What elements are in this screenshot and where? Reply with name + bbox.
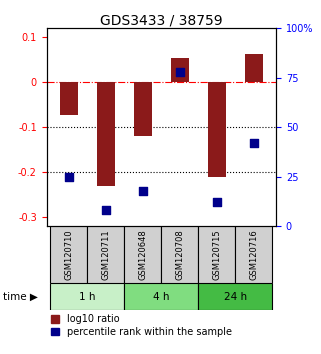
Text: time ▶: time ▶ <box>3 291 38 302</box>
Bar <box>235 226 272 284</box>
Bar <box>50 226 87 284</box>
Bar <box>50 284 124 309</box>
Text: GSM120710: GSM120710 <box>64 229 73 280</box>
Bar <box>198 226 235 284</box>
Point <box>66 174 71 179</box>
Point <box>140 188 145 193</box>
Bar <box>208 82 226 177</box>
Bar <box>245 54 263 82</box>
Legend: log10 ratio, percentile rank within the sample: log10 ratio, percentile rank within the … <box>51 314 232 337</box>
Text: GSM120716: GSM120716 <box>249 229 258 280</box>
Bar <box>170 58 189 82</box>
Text: GSM120715: GSM120715 <box>212 229 221 280</box>
Bar <box>97 82 115 186</box>
Bar <box>59 82 78 115</box>
Text: 4 h: 4 h <box>153 291 169 302</box>
Point <box>103 207 108 213</box>
Point <box>177 69 182 75</box>
Text: 1 h: 1 h <box>79 291 96 302</box>
Bar <box>87 226 124 284</box>
Text: GSM120648: GSM120648 <box>138 229 147 280</box>
Bar <box>124 226 161 284</box>
Bar <box>124 284 198 309</box>
Bar <box>134 82 152 136</box>
Text: GSM120711: GSM120711 <box>101 229 110 280</box>
Text: 24 h: 24 h <box>224 291 247 302</box>
Bar <box>198 284 272 309</box>
Text: GSM120708: GSM120708 <box>175 229 184 280</box>
Bar <box>161 226 198 284</box>
Point <box>251 140 256 146</box>
Point <box>214 200 219 205</box>
Title: GDS3433 / 38759: GDS3433 / 38759 <box>100 13 223 27</box>
